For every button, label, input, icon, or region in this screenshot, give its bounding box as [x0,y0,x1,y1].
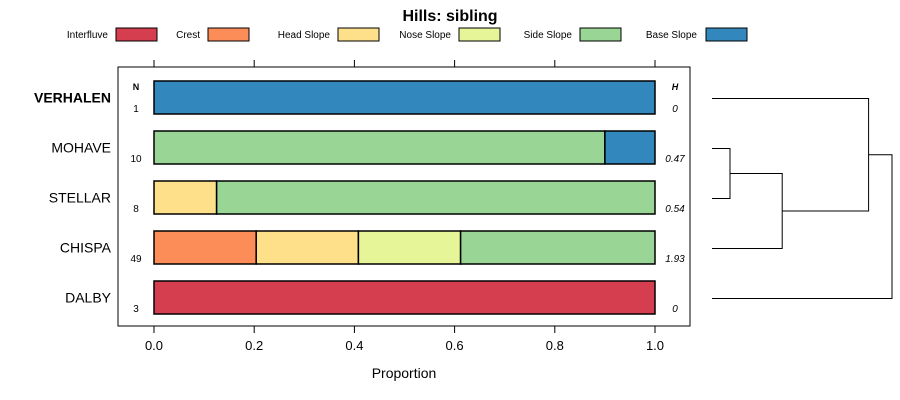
x-tick-label-3: 0.6 [446,338,464,353]
bar-segment-verhalen-base-slope [153,80,656,115]
legend-swatch-nose-slope [458,27,501,42]
legend-label-base-slope: Base Slope [646,30,698,41]
legend-label-nose-slope: Nose Slope [399,30,451,41]
h-value-dalby: 0 [672,304,678,315]
chart-title: Hills: sibling [402,8,497,25]
x-tick-label-4: 0.8 [546,338,564,353]
legend-swatch-base-slope [705,27,748,42]
n-value-mohave: 10 [130,154,142,165]
legend-swatch-side-slope [579,27,622,42]
h-value-chispa: 1.93 [665,254,685,265]
legend-swatch-head-slope [337,27,380,42]
bar-segment-stellar-head-slope [153,180,218,215]
x-tick-label-5: 1.0 [646,338,664,353]
x-tick-label-2: 0.4 [345,338,363,353]
bar-segment-stellar-side-slope [215,180,656,215]
legend-swatch-crest [207,27,250,42]
bar-segment-chispa-head-slope [255,230,360,265]
row-label-verhalen: VERHALEN [34,90,111,106]
bar-segment-mohave-base-slope [604,130,656,165]
legend-label-head-slope: Head Slope [278,30,331,41]
x-axis-label: Proportion [372,365,437,381]
n-value-verhalen: 1 [133,104,139,115]
legend-label-side-slope: Side Slope [524,30,573,41]
dendrogram-link-1 [712,148,731,199]
bar-segment-chispa-side-slope [459,230,656,265]
row-labels: VERHALEN MOHAVE STELLAR CHISPA DALBY [34,90,112,306]
row-label-stellar: STELLAR [49,190,111,206]
x-tick-label-1: 0.2 [245,338,263,353]
x-axis: 0.0 0.2 0.4 0.6 0.8 1.0 [145,60,664,353]
h-value-verhalen: 0 [672,104,678,115]
h-value-mohave: 0.47 [665,154,685,165]
plot-frame [117,66,691,327]
dendrogram-link-3 [712,98,870,212]
row-label-mohave: MOHAVE [51,140,111,156]
dendrogram-link-2 [712,173,783,249]
bar-segment-dalby-interfluve [153,280,656,315]
row-label-chispa: CHISPA [60,240,112,256]
row-label-dalby: DALBY [65,290,112,306]
bar-segment-chispa-crest [153,230,257,265]
legend: Interfluve Crest Head Slope Nose Slope Side … [67,27,748,42]
bar-segment-mohave-side-slope [153,130,606,165]
n-column-header: N [133,82,140,92]
h-column-header: H [672,82,679,92]
n-value-dalby: 3 [133,304,139,315]
h-value-stellar: 0.54 [665,204,685,215]
legend-swatch-interfluve [115,27,158,42]
n-value-stellar: 8 [133,204,139,215]
legend-label-crest: Crest [176,30,200,41]
dendrogram [712,98,893,299]
dendrogram-link-4 [712,154,893,299]
n-value-chispa: 49 [130,254,142,265]
bar-segment-chispa-nose-slope [357,230,462,265]
x-tick-label-0: 0.0 [145,338,163,353]
legend-label-interfluve: Interfluve [67,30,109,41]
